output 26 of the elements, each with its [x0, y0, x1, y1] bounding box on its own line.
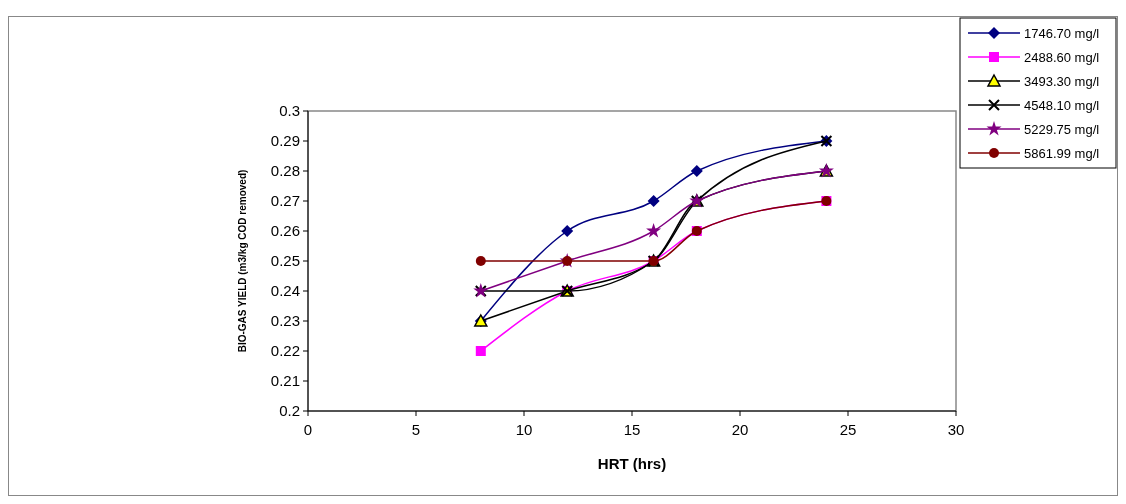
y-tick-label: 0.2	[279, 402, 300, 419]
y-tick-label: 0.25	[270, 252, 300, 269]
legend-label: 4548.10 mg/l	[1024, 98, 1100, 113]
y-axis-title: BIO-GAS YIELD (m3/kg COD removed)	[237, 169, 248, 353]
y-tick-label: 0.21	[270, 372, 300, 389]
y-tick-label: 0.22	[270, 342, 300, 359]
legend-label: 1746.70 mg/l	[1024, 26, 1100, 41]
x-tick-label: 15	[623, 421, 641, 438]
legend-label: 2488.60 mg/l	[1024, 50, 1100, 65]
y-tick-label: 0.23	[270, 312, 300, 329]
x-tick-label: 0	[303, 421, 313, 438]
y-tick-label: 0.27	[270, 192, 300, 209]
legend-label: 3493.30 mg/l	[1024, 74, 1100, 89]
legend-label: 5861.99 mg/l	[1024, 146, 1100, 161]
legend-label: 5229.75 mg/l	[1024, 122, 1100, 137]
x-tick-label: 5	[411, 421, 421, 438]
y-tick-label: 0.29	[270, 132, 300, 149]
y-tick-label: 0.28	[270, 162, 300, 179]
x-tick-label: 20	[731, 421, 749, 438]
x-tick-label: 25	[839, 421, 857, 438]
y-tick-label: 0.26	[270, 222, 300, 239]
y-tick-label: 0.3	[279, 102, 300, 119]
x-tick-label: 10	[515, 421, 533, 438]
y-tick-label: 0.24	[270, 282, 300, 299]
x-axis-title: HRT (hrs)	[597, 455, 667, 472]
x-tick-label: 30	[947, 421, 965, 438]
